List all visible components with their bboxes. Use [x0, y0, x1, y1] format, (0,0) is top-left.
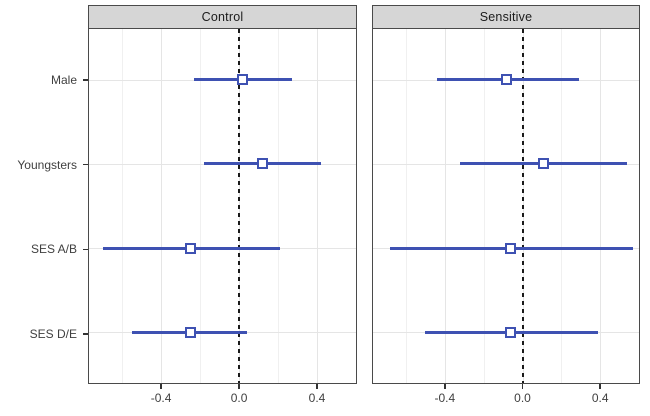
x-axis-tick [238, 384, 240, 389]
estimate-marker [237, 74, 249, 86]
y-axis: Male Youngsters SES A/B SES D/E [0, 29, 88, 385]
y-axis-tick [83, 163, 88, 166]
gridline-vertical-minor [356, 29, 357, 383]
zero-reference-line [521, 29, 524, 383]
y-axis-tick [83, 248, 88, 251]
y-axis-tick [83, 79, 88, 81]
x-tick-label: 0.4 [591, 391, 609, 405]
gridline-vertical-minor [122, 29, 124, 383]
estimate-marker [505, 242, 517, 254]
x-tick-label: 0.4 [308, 391, 326, 405]
gridline-vertical-minor [561, 29, 563, 383]
facet-header-control: Control [88, 5, 357, 29]
y-axis-label: Youngsters [17, 157, 77, 172]
x-tick-label: 0.0 [230, 391, 248, 405]
x-axis-tick [521, 384, 524, 389]
estimate-marker [256, 158, 268, 170]
gridline-vertical-major [600, 29, 602, 383]
x-tick-label: -0.4 [150, 391, 172, 405]
x-axis-tick [444, 384, 446, 389]
gridline-vertical-major [161, 29, 163, 383]
panel-sensitive: Sensitive -0.4 0.0 0.4 [372, 5, 640, 406]
gridline-vertical-minor [483, 29, 485, 383]
y-axis-label: SES D/E [29, 327, 77, 342]
gridline-vertical-minor [639, 29, 640, 383]
gridline-vertical-major [444, 29, 446, 383]
x-tick-label: 0.0 [514, 391, 531, 405]
estimate-marker [538, 158, 550, 170]
plot-area-sensitive [372, 28, 640, 384]
y-axis-tick [83, 333, 88, 335]
x-axis-tick [599, 384, 601, 389]
estimate-marker [501, 74, 513, 86]
plot-area-control [88, 28, 357, 384]
gridline-vertical-minor [278, 29, 280, 383]
x-axis-sensitive: -0.4 0.0 0.4 [372, 384, 640, 406]
estimate-marker [505, 326, 517, 338]
gridline-vertical-minor [200, 29, 202, 383]
x-axis-tick [316, 384, 318, 389]
x-axis-tick [160, 384, 162, 389]
panel-control: Control -0.4 0.0 0.4 [88, 5, 357, 406]
gridline-vertical-major [317, 29, 319, 383]
y-axis-label: Male [50, 72, 77, 87]
estimate-marker [184, 242, 196, 254]
x-axis-control: -0.4 0.0 0.4 [88, 384, 357, 406]
x-tick-label: -0.4 [434, 391, 456, 405]
facet-title-sensitive: Sensitive [479, 10, 533, 24]
facet-title-control: Control [201, 10, 244, 24]
gridline-vertical-minor [406, 29, 407, 383]
estimate-marker [184, 326, 196, 338]
zero-reference-line [238, 29, 241, 383]
y-axis-label: SES A/B [30, 242, 77, 257]
facet-header-sensitive: Sensitive [372, 5, 640, 29]
